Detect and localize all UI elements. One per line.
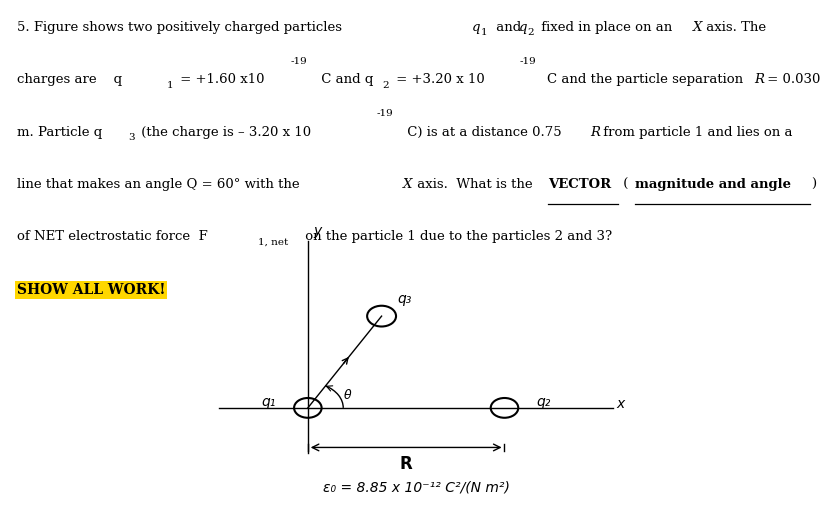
Text: -19: -19 (519, 57, 536, 66)
Text: q₁: q₁ (261, 395, 275, 409)
Text: = 0.030: = 0.030 (763, 73, 820, 86)
Text: SHOW ALL WORK!: SHOW ALL WORK! (17, 283, 165, 297)
Text: 2: 2 (527, 28, 534, 38)
Text: of NET electrostatic force  F: of NET electrostatic force F (17, 231, 207, 244)
Text: VECTOR: VECTOR (548, 178, 612, 191)
Text: line that makes an angle Q = 60° with the: line that makes an angle Q = 60° with th… (17, 178, 304, 191)
Text: m. Particle q: m. Particle q (17, 126, 102, 139)
Text: = +3.20 x 10: = +3.20 x 10 (392, 73, 484, 86)
Text: from particle 1 and lies on a: from particle 1 and lies on a (599, 126, 793, 139)
Text: and: and (492, 21, 525, 34)
Text: -19: -19 (376, 109, 393, 118)
Text: q: q (518, 21, 527, 34)
Text: magnitude and angle: magnitude and angle (635, 178, 791, 191)
Text: on the particle 1 due to the particles 2 and 3?: on the particle 1 due to the particles 2… (301, 231, 612, 244)
Text: 1: 1 (166, 81, 173, 90)
Text: R: R (590, 126, 600, 139)
Text: q₂: q₂ (537, 395, 551, 409)
Text: ): ) (811, 178, 816, 191)
Text: axis. The: axis. The (702, 21, 766, 34)
Text: C and the particle separation: C and the particle separation (547, 73, 747, 86)
Text: X: X (693, 21, 702, 34)
Text: q: q (472, 21, 480, 34)
Text: = +1.60 x10: = +1.60 x10 (176, 73, 264, 86)
Text: 1, net: 1, net (258, 238, 288, 247)
Text: 5. Figure shows two positively charged particles: 5. Figure shows two positively charged p… (17, 21, 346, 34)
Text: R: R (400, 455, 413, 473)
Text: 2: 2 (383, 81, 389, 90)
Text: q₃: q₃ (398, 292, 412, 306)
Text: -19: -19 (290, 57, 307, 66)
Text: (the charge is – 3.20 x 10: (the charge is – 3.20 x 10 (137, 126, 311, 139)
Text: 3: 3 (128, 133, 135, 142)
Text: x: x (617, 397, 625, 411)
Text: (: ( (619, 178, 628, 191)
Text: θ: θ (344, 390, 351, 402)
Text: X: X (403, 178, 412, 191)
Text: ε₀ = 8.85 x 10⁻¹² C²/(N m²): ε₀ = 8.85 x 10⁻¹² C²/(N m²) (323, 480, 509, 495)
Text: y: y (314, 224, 322, 238)
Text: C and q: C and q (317, 73, 374, 86)
Text: C) is at a distance 0.75: C) is at a distance 0.75 (403, 126, 566, 139)
Text: axis.  What is the: axis. What is the (413, 178, 537, 191)
Text: fixed in place on an: fixed in place on an (537, 21, 676, 34)
Text: R: R (754, 73, 764, 86)
Text: charges are    q: charges are q (17, 73, 121, 86)
Text: 1: 1 (481, 28, 488, 38)
